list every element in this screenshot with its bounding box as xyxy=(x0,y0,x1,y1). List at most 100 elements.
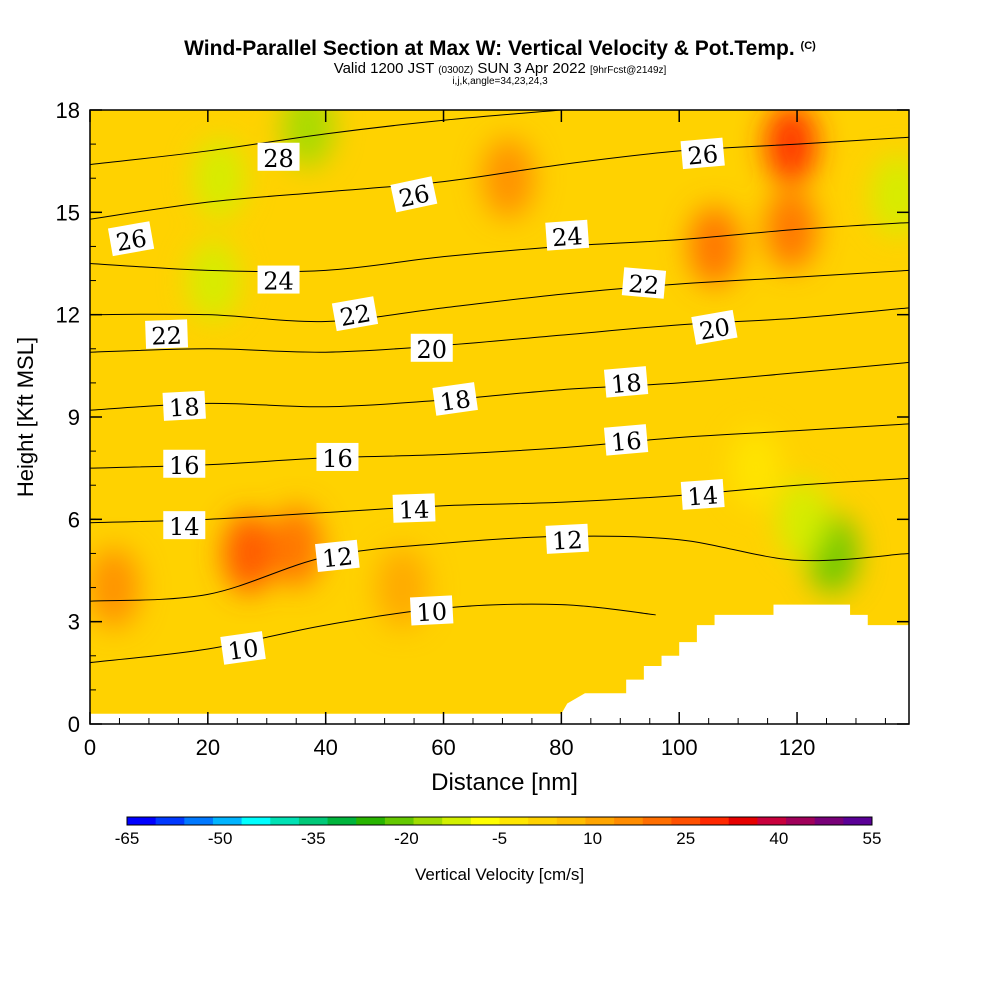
contour-label: 20 xyxy=(697,313,732,346)
contour-label-group: 28 xyxy=(257,142,300,173)
contour-label: 20 xyxy=(416,336,447,364)
contour-label: 24 xyxy=(551,222,583,252)
colorbar-tick-label: -5 xyxy=(492,829,507,848)
terrain xyxy=(90,604,909,724)
colorbar: -65 -50 -35 -20 -5 10 25 40 55 Vertical Velocity … xyxy=(115,816,882,884)
contour-label-box xyxy=(603,424,649,456)
x-tick-label: 100 xyxy=(661,735,698,760)
contour-label-group: 14 xyxy=(163,511,206,541)
y-tick-label: 6 xyxy=(68,507,80,532)
colorbar-swatch xyxy=(700,817,730,825)
velocity-cell xyxy=(187,240,240,321)
valid-time: Valid 1200 JST xyxy=(333,60,435,77)
velocity-cell xyxy=(688,206,741,287)
chart-title: Wind-Parallel Section at Max W: Vertical… xyxy=(0,37,1000,61)
contour-label: 26 xyxy=(114,224,149,257)
chart-subtitle: Valid 1200 JST (0300Z) SUN 3 Apr 2022 [9… xyxy=(0,60,1000,77)
velocity-cell xyxy=(223,513,276,594)
contour-label: 24 xyxy=(263,268,294,296)
contour-label: 22 xyxy=(627,270,660,301)
y-tick-label: 0 xyxy=(68,712,80,737)
copyright-mark: (C) xyxy=(800,40,816,52)
colorbar-tick-label: -65 xyxy=(115,829,140,848)
x-axis-label: Distance [nm] xyxy=(431,769,578,796)
contour-label: 22 xyxy=(338,299,373,332)
colorbar-tick-label: -50 xyxy=(208,829,233,848)
colorbar-swatch xyxy=(212,817,243,825)
colorbar-swatch xyxy=(184,817,214,825)
contour-label: 16 xyxy=(322,445,353,473)
velocity-field xyxy=(90,110,909,628)
contour-label-box xyxy=(315,539,360,572)
x-tick-label: 0 xyxy=(84,735,96,760)
colorbar-swatch xyxy=(786,817,816,825)
contour-label-box xyxy=(162,390,206,421)
contour-label-group: 20 xyxy=(410,333,453,364)
colorbar-swatch xyxy=(556,817,586,825)
contour-labels: 10 10 12 12 14 14 14 16 16 16 18 18 18 20 20 22 22 22 24 24… xyxy=(107,137,738,666)
colorbar-swatch xyxy=(757,817,787,825)
contour-label-box xyxy=(145,319,189,349)
y-axis-label: Height [Kft MSL] xyxy=(13,337,38,497)
x-tick-label: 80 xyxy=(549,735,573,760)
contour-label-box xyxy=(680,137,725,170)
colorbar-swatch xyxy=(442,817,472,825)
y-tick-label: 3 xyxy=(68,610,80,635)
colorbar-swatch xyxy=(585,817,615,825)
colorbar-tick-label: 25 xyxy=(676,829,695,848)
colorbar-border xyxy=(126,816,873,826)
velocity-cell xyxy=(193,138,246,219)
colorbar-tick-label: 10 xyxy=(583,829,602,848)
contour-label-group: 18 xyxy=(432,382,478,417)
x-tick-label: 20 xyxy=(196,735,220,760)
contour-label-box xyxy=(680,479,725,510)
y-tick-label: 18 xyxy=(56,98,80,123)
isentrope-24 xyxy=(90,222,909,273)
colorbar-tick-label: 40 xyxy=(769,829,788,848)
colorbar-swatch xyxy=(241,817,271,825)
contour-label-box xyxy=(432,382,478,416)
contour-label-box xyxy=(409,595,454,626)
isentrope-20 xyxy=(90,307,909,353)
contour-label-box xyxy=(691,309,738,345)
contour-label-box xyxy=(545,219,590,251)
contour-label-group: 22 xyxy=(621,267,667,301)
x-tick-label: 120 xyxy=(779,735,816,760)
contour-label: 18 xyxy=(610,369,643,400)
colorbar-title: Vertical Velocity [cm/s] xyxy=(415,865,584,884)
forecast-info: [9hrFcst@2149z] xyxy=(589,65,667,76)
colorbar-swatch xyxy=(843,817,873,825)
contour-label-group: 14 xyxy=(680,479,725,511)
contour-label: 18 xyxy=(168,393,200,423)
contour-label-group: 10 xyxy=(220,631,266,666)
colorbar-swatch xyxy=(528,817,558,825)
contour-label-group: 24 xyxy=(545,219,590,252)
contour-label-group: 12 xyxy=(545,523,589,556)
contour-label-group: 26 xyxy=(107,221,155,257)
isentrope-16 xyxy=(90,423,909,469)
velocity-blobs xyxy=(90,110,909,628)
contour-label: 16 xyxy=(610,427,643,458)
contour-label-group: 22 xyxy=(331,296,379,332)
axes: 0 20 40 60 80 100 120 0 3 6 9 12 15 18 Distance [nm] He… xyxy=(13,98,909,796)
contour-label: 10 xyxy=(226,634,260,666)
colorbar-swatch xyxy=(384,817,415,825)
contour-label-group: 14 xyxy=(392,493,436,525)
chart-title-text: Wind-Parallel Section at Max W: Vertical… xyxy=(184,37,795,60)
colorbar-tick-label: 55 xyxy=(863,829,882,848)
velocity-cell xyxy=(729,428,782,509)
colorbar-swatch xyxy=(671,817,701,825)
colorbar-swatch xyxy=(298,817,329,825)
contour-label-box xyxy=(107,221,155,257)
isentrope-10 xyxy=(90,603,656,664)
contour-label-box xyxy=(316,442,359,471)
contour-label-group: 18 xyxy=(603,366,649,400)
colorbar-swatch xyxy=(728,817,758,825)
velocity-cell xyxy=(482,138,535,219)
isentrope-18 xyxy=(90,361,909,411)
colorbar-swatch xyxy=(499,817,529,825)
colorbar-swatch xyxy=(327,817,357,825)
contour-label-box xyxy=(603,366,649,398)
contour-label-box xyxy=(621,267,667,299)
